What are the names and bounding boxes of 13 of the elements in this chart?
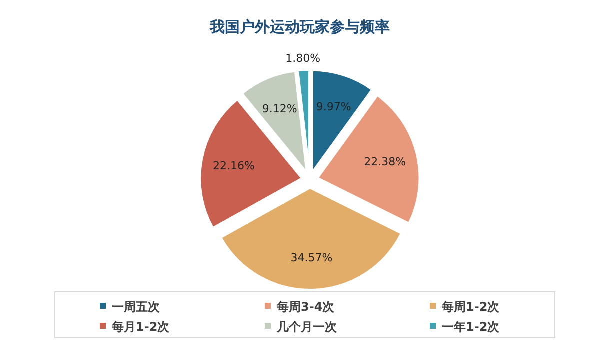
data-label: 9.12% xyxy=(262,102,298,116)
legend-label: 一年1-2次 xyxy=(442,320,501,334)
legend-label: 每月1-2次 xyxy=(111,320,171,334)
data-label: 22.38% xyxy=(364,156,406,169)
legend-label: 每周1-2次 xyxy=(441,300,501,314)
data-label: 34.57% xyxy=(290,251,333,264)
data-label: 22.16% xyxy=(213,160,255,173)
chart-title: 我国户外运动玩家参与频率 xyxy=(209,18,390,36)
legend-label: 每周3-4次 xyxy=(276,300,336,314)
legend-label: 一周五次 xyxy=(112,300,161,314)
data-label: 1.80% xyxy=(286,52,321,66)
data-label: 9.97% xyxy=(316,100,352,114)
legend-label: 几个月一次 xyxy=(276,320,338,334)
